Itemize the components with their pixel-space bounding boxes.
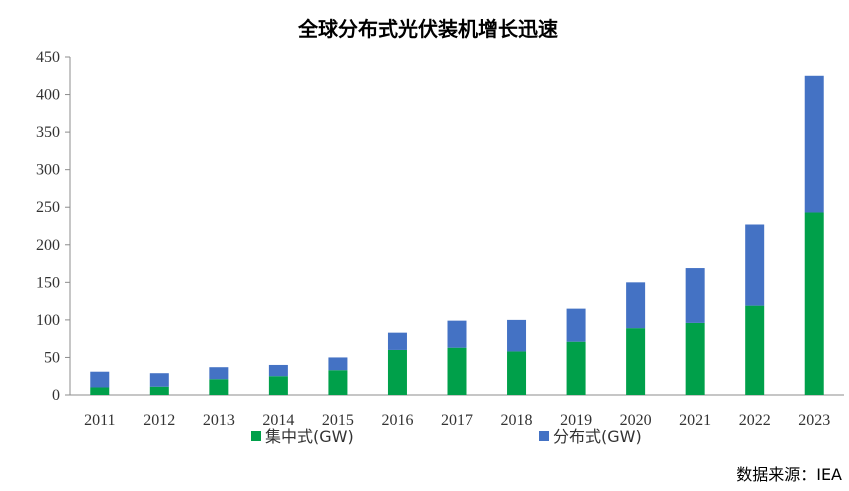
bar-distributed-2015 [328,357,347,370]
legend-swatch [251,431,261,441]
bar-centralized-2012 [150,387,169,395]
bar-distributed-2014 [269,365,288,376]
bar-centralized-2019 [567,342,586,395]
bar-distributed-2016 [388,333,407,350]
bar-centralized-2014 [269,376,288,395]
legend-label: 分布式(GW) [553,427,642,446]
bar-centralized-2021 [686,323,705,395]
bar-distributed-2019 [567,309,586,342]
y-tick-label: 450 [36,49,60,66]
y-tick-label: 100 [36,312,60,329]
y-tick-label: 150 [36,274,60,291]
bar-centralized-2013 [209,379,228,395]
y-tick-label: 0 [52,387,60,404]
bar-centralized-2011 [90,387,109,395]
bar-centralized-2023 [805,212,824,395]
bar-distributed-2013 [209,367,228,379]
bar-distributed-2018 [507,320,526,352]
bar-distributed-2012 [150,373,169,387]
bar-distributed-2017 [448,321,467,348]
bar-centralized-2020 [626,328,645,395]
bar-distributed-2021 [686,268,705,323]
x-tick-label: 2017 [441,412,473,429]
chart-title: 全球分布式光伏装机增长迅速 [297,17,558,41]
bar-distributed-2011 [90,372,109,388]
x-tick-label: 2012 [143,412,175,429]
bar-centralized-2018 [507,351,526,395]
bar-centralized-2016 [388,350,407,395]
bar-centralized-2015 [328,370,347,395]
y-tick-label: 400 [36,87,60,104]
y-tick-label: 300 [36,162,60,179]
y-tick-label: 50 [44,349,60,366]
legend-label: 集中式(GW) [265,427,354,446]
source-note: 数据来源：IEA [736,465,842,484]
y-tick-label: 250 [36,199,60,216]
x-tick-label: 2016 [381,412,413,429]
x-tick-label: 2023 [798,412,830,429]
y-tick-label: 350 [36,124,60,141]
y-tick-label: 200 [36,237,60,254]
x-tick-label: 2011 [84,412,115,429]
legend: 集中式(GW) 分布式(GW) [251,427,642,446]
bar-centralized-2017 [448,348,467,395]
x-tick-label: 2013 [203,412,235,429]
legend-swatch [539,431,549,441]
x-tick-label: 2018 [501,412,533,429]
bar-distributed-2023 [805,76,824,213]
x-tick-label: 2022 [739,412,771,429]
y-axis: 0 50 100 150 200 250 300 350 400 450 [36,49,70,404]
bar-centralized-2022 [745,306,764,395]
bar-distributed-2020 [626,282,645,328]
x-axis: 2011 2012 2013 2014 2015 2016 2017 2018 2019 2020… [70,395,844,429]
x-tick-label: 2021 [679,412,711,429]
bars [90,76,823,395]
bar-distributed-2022 [745,224,764,305]
